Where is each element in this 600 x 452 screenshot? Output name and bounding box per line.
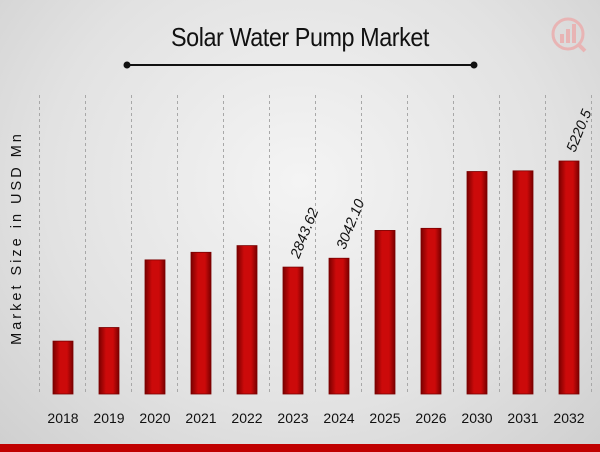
x-tick-label: 2025 xyxy=(369,410,400,426)
data-labels: 2843.62 3042.10 5220.5 xyxy=(287,107,595,262)
x-tick-label: 2031 xyxy=(507,410,538,426)
footer-bar xyxy=(0,444,600,452)
bar-2026 xyxy=(420,227,442,395)
bars xyxy=(52,160,580,395)
x-tick-label: 2019 xyxy=(93,410,124,426)
x-tick-label: 2026 xyxy=(415,410,446,426)
x-tick-label: 2024 xyxy=(323,410,354,426)
bar-2030 xyxy=(466,171,488,395)
x-tick-label: 2020 xyxy=(139,410,170,426)
bar-2020 xyxy=(144,259,166,395)
bar-2018 xyxy=(52,340,74,395)
x-tick-label: 2021 xyxy=(185,410,216,426)
bar-2022 xyxy=(236,245,258,395)
x-tick-label: 2022 xyxy=(231,410,262,426)
bar-2023 xyxy=(282,266,304,395)
chart-title: Solar Water Pump Market xyxy=(171,22,429,52)
title-underline-end-left xyxy=(123,61,131,69)
x-tick-label: 2018 xyxy=(47,410,78,426)
x-tick-labels: 2018 2019 2020 2021 2022 2023 2024 2025 2026 2030… xyxy=(47,410,584,426)
title-underline-end-right xyxy=(470,61,478,69)
x-tick-label: 2032 xyxy=(553,410,584,426)
bar-2019 xyxy=(98,327,120,395)
data-label: 5220.5 xyxy=(564,107,596,155)
x-tick-label: 2030 xyxy=(461,410,492,426)
data-label: 2843.62 xyxy=(287,206,322,262)
grid-lines xyxy=(39,95,592,394)
bar-2031 xyxy=(512,170,534,395)
bar-2021 xyxy=(190,251,212,395)
x-tick-label: 2023 xyxy=(277,410,308,426)
bar-2032 xyxy=(558,160,580,395)
brand-logo-icon xyxy=(551,17,587,53)
bar-2025 xyxy=(374,230,396,395)
data-label: 3042.10 xyxy=(334,197,368,252)
bar-2024 xyxy=(328,257,350,395)
